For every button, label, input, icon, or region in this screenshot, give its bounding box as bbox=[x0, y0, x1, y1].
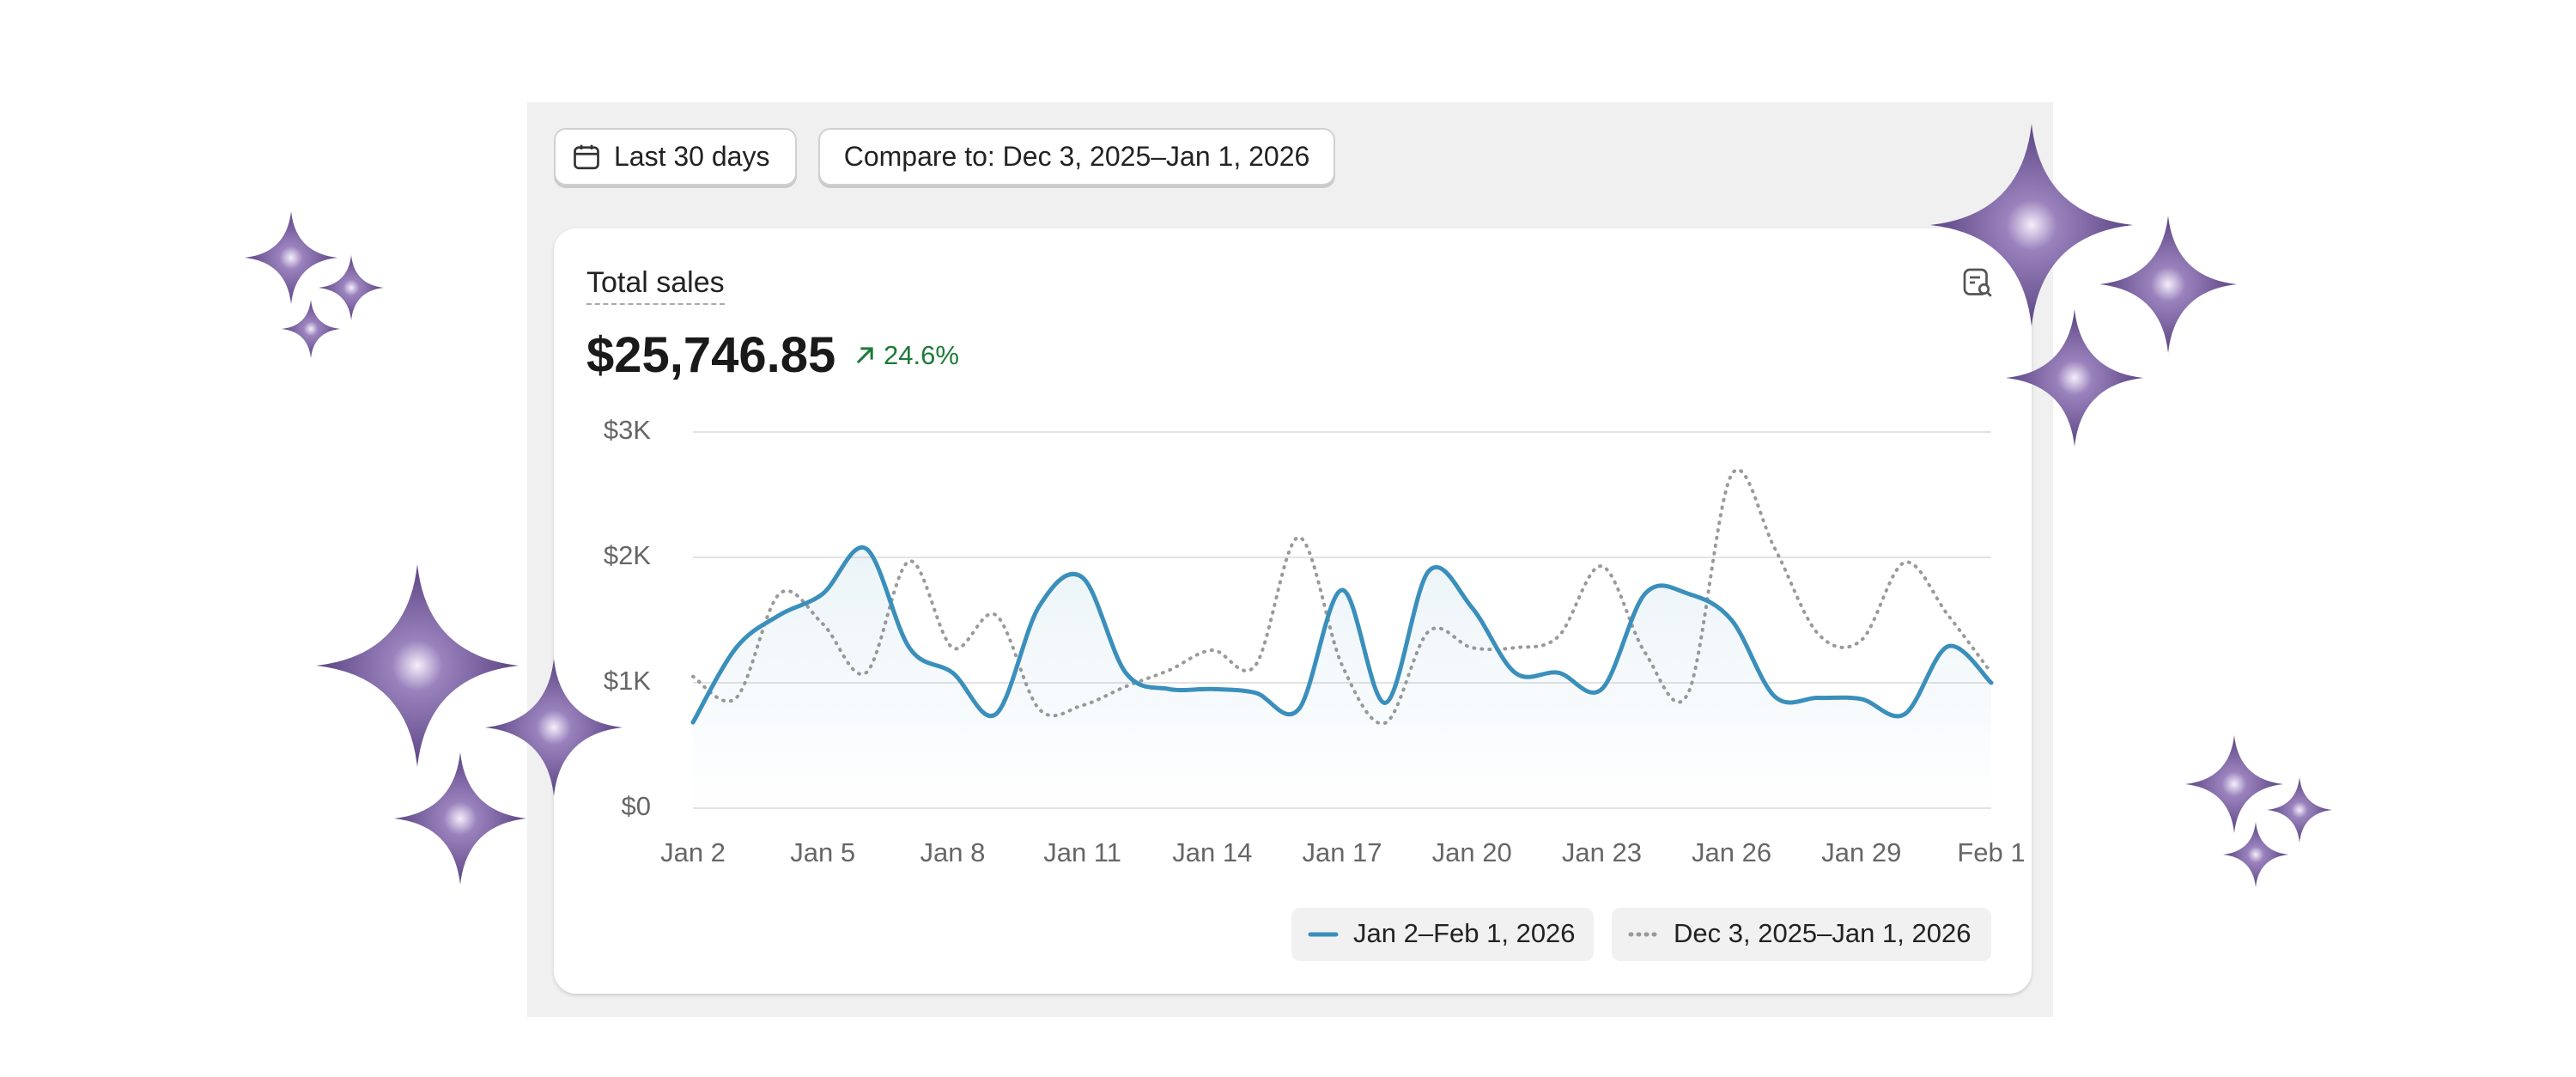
legend-item bbox=[1291, 908, 1594, 961]
y-tick-label: $0 bbox=[622, 791, 651, 821]
change: 24.6% bbox=[853, 340, 959, 371]
x-tick-label: Jan 26 bbox=[1692, 837, 1771, 867]
x-tick-label: Jan 2 bbox=[660, 837, 726, 867]
area bbox=[693, 547, 1991, 808]
x-tick-label: Jan 29 bbox=[1821, 837, 1901, 867]
y-tick-label: $3K bbox=[604, 415, 651, 445]
x-tick-label: Jan 14 bbox=[1172, 837, 1252, 867]
series-line bbox=[690, 545, 1994, 725]
x-tick-label: Jan 20 bbox=[1432, 837, 1512, 867]
legend-item bbox=[1612, 908, 1991, 961]
y-tick-label: $2K bbox=[604, 540, 651, 570]
compare-label: Compare to: Dec 3, 2025–Jan 1, 2026 bbox=[843, 141, 1310, 172]
date-range-button[interactable]: Last 30 days bbox=[554, 128, 797, 186]
card-title[interactable]: Total sales bbox=[586, 266, 725, 305]
legend-label: Dec 3, 2025–Jan 1, 2026 bbox=[1674, 918, 1971, 948]
x-tick-label: Jan 11 bbox=[1043, 837, 1121, 867]
y-tick-label: $1K bbox=[604, 666, 651, 696]
up-arrow-icon bbox=[856, 347, 873, 364]
x-tick-label: Feb 1 bbox=[1957, 837, 2025, 867]
x-tick-label: Jan 5 bbox=[790, 837, 855, 867]
calendar-icon bbox=[574, 144, 599, 169]
x-tick-label: Jan 8 bbox=[920, 837, 985, 867]
change-value: 24.6% bbox=[884, 340, 959, 370]
total-value: $25,746.85 bbox=[586, 327, 836, 383]
x-tick-label: Jan 17 bbox=[1302, 837, 1382, 867]
legend-label: Jan 2–Feb 1, 2026 bbox=[1353, 918, 1576, 948]
date-range-label: Last 30 days bbox=[614, 141, 770, 172]
compare-button[interactable]: Compare to: Dec 3, 2025–Jan 1, 2026 bbox=[818, 128, 1335, 186]
x-tick-label: Jan 23 bbox=[1562, 837, 1642, 867]
